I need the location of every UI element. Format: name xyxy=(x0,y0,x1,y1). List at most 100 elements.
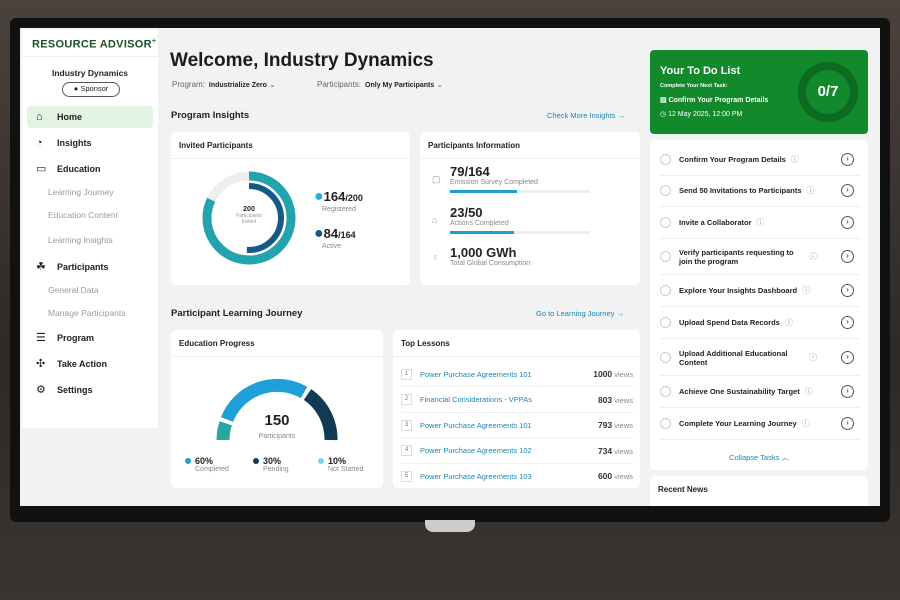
todo-header: Your To Do List Complete Your Next Task:… xyxy=(650,50,868,134)
chevron-right-icon[interactable]: › xyxy=(841,351,854,364)
help-icon[interactable]: ⓘ xyxy=(790,155,799,164)
chevron-right-icon[interactable]: › xyxy=(841,153,854,166)
check-more-insights-link[interactable]: Check More Insights → xyxy=(547,111,625,120)
task-label: Invite a Collaborator xyxy=(679,218,752,227)
sidebar-item-manage-participants[interactable]: Manage Participants xyxy=(48,308,126,318)
task-checkbox[interactable] xyxy=(660,217,671,228)
actions-progress xyxy=(450,231,590,234)
chevron-right-icon[interactable]: › xyxy=(841,385,854,398)
chevron-right-icon[interactable]: › xyxy=(841,184,854,197)
todo-task[interactable]: Verify participants requesting to join t… xyxy=(660,239,860,275)
chevron-down-icon: ⌄ xyxy=(436,80,444,89)
todo-task[interactable]: Explore Your Insights Dashboard ⓘ › xyxy=(660,275,860,307)
task-checkbox[interactable] xyxy=(660,154,671,165)
sponsor-icon: ● xyxy=(73,84,79,93)
legend-pending: 30% Pending xyxy=(253,456,289,473)
role-badge[interactable]: ● Sponsor xyxy=(62,82,120,97)
arrow-right-icon: → xyxy=(616,309,624,318)
go-to-learning-journey-link[interactable]: Go to Learning Journey → xyxy=(536,309,624,318)
lesson-row[interactable]: 1 Power Purchase Agreements 101 1000 views xyxy=(401,362,633,387)
sidebar-item-education[interactable]: ▭ Education xyxy=(27,158,153,180)
todo-task[interactable]: Complete Your Learning Journey ⓘ › xyxy=(660,408,860,440)
emission-progress xyxy=(450,190,590,193)
gear-icon: ⚙ xyxy=(36,384,46,396)
chevron-right-icon[interactable]: › xyxy=(841,284,854,297)
participants-select[interactable]: Participants: Only My Participants ⌄ xyxy=(317,80,444,89)
lesson-rank: 4 xyxy=(401,445,412,456)
invited-total: 200 xyxy=(243,206,255,213)
sidebar-item-general-data[interactable]: General Data xyxy=(48,285,99,295)
lesson-row[interactable]: 3 Power Purchase Agreements 101 793 views xyxy=(401,413,633,438)
clipboard-icon: ▢ xyxy=(432,174,441,184)
sidebar-item-learning-journey[interactable]: Learning Journey xyxy=(48,187,114,197)
section-title: Participant Learning Journey xyxy=(171,308,303,319)
pie-chart-icon: ◔ xyxy=(36,137,43,149)
todo-task[interactable]: Confirm Your Program Details ⓘ › xyxy=(660,144,860,176)
lesson-row[interactable]: 2 Financial Considerations - VPPAs 803 vie… xyxy=(401,388,633,413)
task-checkbox[interactable] xyxy=(660,317,671,328)
sidebar-item-learning-insights[interactable]: Learning Insights xyxy=(48,235,113,245)
sidebar-item-take-action[interactable]: ✣ Take Action xyxy=(27,353,153,375)
lesson-title[interactable]: Power Purchase Agreements 101 xyxy=(420,369,532,379)
sidebar-item-home[interactable]: ⌂ Home xyxy=(27,106,153,128)
task-label: Confirm Your Program Details xyxy=(679,155,786,164)
task-checkbox[interactable] xyxy=(660,285,671,296)
sidebar-item-education-content[interactable]: Education Content xyxy=(48,210,118,220)
todo-task[interactable]: Invite a Collaborator ⓘ › xyxy=(660,207,860,239)
collapse-tasks-button[interactable]: Collapse Tasks ︿ xyxy=(729,453,789,462)
lesson-views: 734 views xyxy=(597,445,633,456)
help-icon[interactable]: ⓘ xyxy=(756,218,765,227)
lesson-views: 600 views xyxy=(597,471,633,481)
clipboard-icon: ▤ xyxy=(660,97,667,104)
lesson-title[interactable]: Power Purchase Agreements 103 xyxy=(420,471,532,481)
chevron-right-icon[interactable]: › xyxy=(841,417,854,430)
next-task-link[interactable]: ▤ Confirm Your Program Details xyxy=(660,97,769,104)
chevron-right-icon[interactable]: › xyxy=(841,316,854,329)
task-label: Send 50 Invitations to Participants xyxy=(679,186,802,195)
gauge-value: 150 xyxy=(264,412,290,429)
lesson-title[interactable]: Power Purchase Agreements 101 xyxy=(420,420,532,430)
task-label: Upload Spend Data Records xyxy=(679,318,780,327)
lesson-rank: 3 xyxy=(401,419,412,431)
help-icon[interactable]: ⓘ xyxy=(801,419,810,428)
help-icon[interactable]: ⓘ xyxy=(806,186,815,195)
program-select[interactable]: Program: Industrialize Zero ⌄ xyxy=(172,80,276,89)
active-stat: ●84/164 Active xyxy=(314,225,356,250)
sidebar-item-program[interactable]: ☰ Program xyxy=(27,327,153,349)
task-checkbox[interactable] xyxy=(660,352,671,363)
card-title: Participants Information xyxy=(428,141,521,150)
lesson-title[interactable]: Power Purchase Agreements 102 xyxy=(420,446,532,455)
chevron-right-icon[interactable]: › xyxy=(841,216,854,229)
lesson-row[interactable]: 5 Power Purchase Agreements 103 600 views xyxy=(401,464,633,489)
gauge-label: Participants xyxy=(258,433,296,440)
list-icon: ☰ xyxy=(36,332,46,344)
due-date: ◷ 12 May 2025, 12:00 PM xyxy=(660,111,743,118)
logo: RESOURCE ADVISOR+ xyxy=(32,38,157,51)
todo-task[interactable]: Send 50 Invitations to Participants ⓘ › xyxy=(660,175,860,207)
help-icon[interactable]: ⓘ xyxy=(802,286,811,295)
help-icon[interactable]: ⓘ xyxy=(809,252,817,261)
sidebar-item-insights[interactable]: ◔ Insights xyxy=(27,132,153,154)
sidebar-item-settings[interactable]: ⚙ Settings xyxy=(27,379,153,401)
lesson-views: 803 views xyxy=(597,394,633,405)
chevron-right-icon[interactable]: › xyxy=(841,250,854,263)
legend-not-started: 10% Not Started xyxy=(318,456,363,473)
todo-task[interactable]: Upload Additional Educational Content ⓘ › xyxy=(660,340,860,376)
help-icon[interactable]: ⓘ xyxy=(809,353,817,362)
lesson-title[interactable]: Financial Considerations - VPPAs xyxy=(420,395,532,404)
todo-task[interactable]: Achieve One Sustainability Target ⓘ › xyxy=(660,376,860,408)
task-checkbox[interactable] xyxy=(660,386,671,397)
sidebar-item-participants[interactable]: ☘ Participants xyxy=(27,256,153,278)
task-checkbox[interactable] xyxy=(660,185,671,196)
todo-task[interactable]: Upload Spend Data Records ⓘ › xyxy=(660,307,860,339)
help-icon[interactable]: ⓘ xyxy=(784,318,793,327)
task-checkbox[interactable] xyxy=(660,418,671,429)
help-icon[interactable]: ⓘ xyxy=(804,387,813,396)
clock-icon: ◷ xyxy=(660,111,667,118)
lesson-rank: 1 xyxy=(401,368,412,380)
lesson-row[interactable]: 4 Power Purchase Agreements 102 734 views xyxy=(401,439,633,464)
task-checkbox[interactable] xyxy=(660,251,671,262)
section-title: Program Insights xyxy=(171,110,250,121)
task-label: Achieve One Sustainability Target xyxy=(679,387,800,396)
registered-stat: ●164/200 Registered xyxy=(314,188,363,213)
